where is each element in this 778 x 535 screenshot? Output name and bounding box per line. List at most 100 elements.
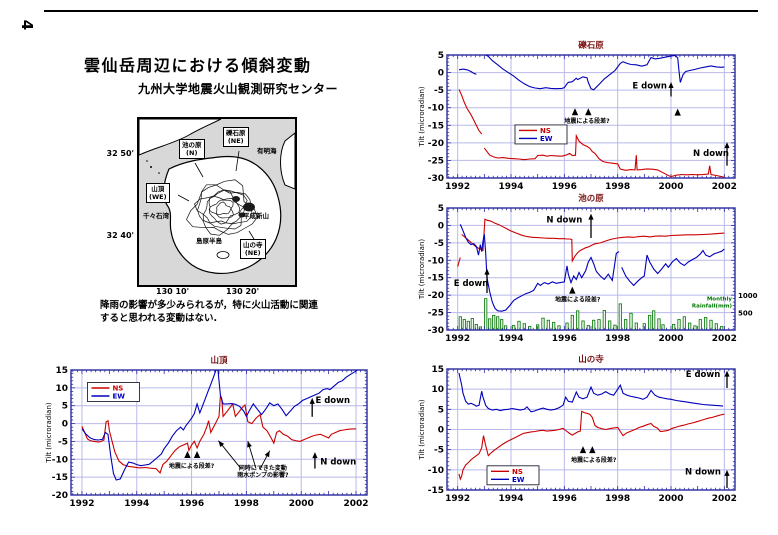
svg-text:-15: -15 (52, 473, 68, 483)
page-number: 4 (18, 19, 37, 31)
station-name: 山頂 (151, 185, 165, 193)
svg-text:1994: 1994 (498, 182, 523, 192)
svg-text:1994: 1994 (124, 499, 149, 509)
station-suffix: (N) (186, 149, 198, 157)
svg-text:2002: 2002 (712, 494, 737, 504)
station-suffix: (WE) (149, 193, 167, 201)
svg-text:地震による段差?: 地震による段差? (169, 462, 215, 470)
svg-text:E down: E down (454, 279, 489, 289)
svg-text:EW: EW (512, 476, 525, 484)
chart-rekiishibaru: 1992 1994 1996 1998 2000 2002 5 0 -5 -10 -15 -20 -25… (415, 34, 770, 198)
svg-text:Tilt (microradian): Tilt (microradian) (418, 239, 426, 301)
svg-text:0: 0 (438, 221, 444, 231)
svg-text:-30: -30 (428, 174, 444, 184)
page-title: 雲仙岳周辺における傾斜変動 (84, 56, 312, 75)
svg-text:-5: -5 (58, 437, 68, 447)
svg-text:2000: 2000 (289, 499, 314, 509)
svg-text:2002: 2002 (344, 499, 369, 509)
svg-text:5: 5 (438, 204, 444, 214)
svg-text:-20: -20 (428, 139, 444, 149)
svg-text:1992: 1992 (445, 334, 470, 344)
svg-text:Monthly: Monthly (707, 297, 733, 303)
svg-text:10: 10 (55, 384, 68, 394)
svg-text:-20: -20 (428, 291, 444, 301)
svg-text:E down: E down (686, 370, 721, 380)
svg-text:5: 5 (62, 402, 68, 412)
svg-text:NS: NS (512, 468, 523, 476)
svg-text:-20: -20 (52, 491, 68, 501)
page-subtitle: 九州大学地震火山観測研究センター (138, 82, 339, 96)
map-caption: 降雨の影響が多少みられるが，特に火山活動に関連 すると思われる変動はない. (100, 299, 385, 325)
svg-text:Tilt (microradian): Tilt (microradian) (418, 86, 426, 148)
station-suffix: (NE) (244, 249, 261, 257)
map-label-shimabara-peninsula: 島原半島 (196, 237, 222, 245)
svg-text:-25: -25 (428, 309, 444, 319)
svg-text:1996: 1996 (552, 334, 577, 344)
svg-text:山頂: 山頂 (210, 355, 228, 366)
station-name: 礫石原 (226, 129, 246, 137)
map-lon-label-left: 130 10' (156, 287, 190, 296)
svg-text:山の寺: 山の寺 (578, 354, 604, 365)
svg-text:-10: -10 (428, 104, 444, 114)
svg-text:1996: 1996 (552, 494, 577, 504)
map-label-chijiwa-bay: 千々石湾 (143, 212, 169, 220)
svg-text:1994: 1994 (498, 334, 523, 344)
svg-text:1998: 1998 (605, 182, 630, 192)
svg-text:1000: 1000 (738, 292, 758, 300)
svg-text:EW: EW (540, 135, 553, 143)
map-lon-label-right: 130 20' (226, 287, 260, 296)
svg-text:-5: -5 (434, 86, 444, 96)
svg-text:0: 0 (62, 420, 68, 430)
svg-text:-15: -15 (428, 274, 444, 284)
svg-text:NS: NS (540, 127, 551, 135)
svg-text:500: 500 (738, 310, 753, 318)
svg-text:池の原: 池の原 (578, 193, 604, 204)
svg-text:-5: -5 (434, 446, 444, 456)
tilt-chart-sancho: 1992 1994 1996 1998 2000 2002 15 10 5 0 -5 -10 -15 -2… (45, 355, 369, 509)
station-name: 山の寺 (243, 241, 263, 249)
svg-text:2002: 2002 (712, 182, 737, 192)
svg-text:同時にできた変動: 同時にできた変動 (239, 464, 287, 472)
svg-text:NS: NS (112, 385, 123, 393)
station-suffix: (NE) (227, 137, 244, 145)
map-station-box-rekiishibaru: 礫石原 (NE) (223, 127, 249, 147)
map-label-ariake-sea: 有明海 (257, 147, 277, 155)
chart-sancho: 1992 1994 1996 1998 2000 2002 15 10 5 0 -5 -10 -15 -2… (42, 352, 382, 518)
svg-text:N down: N down (546, 216, 582, 226)
svg-text:地震による段差?: 地震による段差? (571, 456, 617, 464)
svg-text:地震による段差?: 地震による段差? (555, 295, 601, 303)
svg-text:Tilt (microradian): Tilt (microradian) (418, 399, 426, 461)
svg-text:-25: -25 (428, 156, 444, 166)
svg-text:1994: 1994 (498, 494, 523, 504)
svg-text:10: 10 (431, 385, 444, 395)
chart-ikenohara: 1992 1994 1996 1998 2000 2002 5 0 -5 -10 -15 -20 -25… (415, 190, 770, 352)
svg-text:-30: -30 (428, 326, 444, 336)
map-station-box-yamanotera: 山の寺 (NE) (240, 239, 266, 259)
svg-text:EW: EW (112, 393, 125, 401)
svg-text:2000: 2000 (658, 494, 683, 504)
svg-text:1996: 1996 (179, 499, 204, 509)
tilt-chart-yamanotera: 1992 1994 1996 1998 2000 2002 15 10 5 0 -5 -10 -15 地震… (418, 354, 737, 504)
svg-text:5: 5 (438, 405, 444, 415)
svg-text:E down: E down (632, 82, 667, 92)
caption-line-1: 降雨の影響が多少みられるが，特に火山活動に関連 (100, 300, 318, 311)
svg-text:礫石原: 礫石原 (578, 40, 604, 51)
svg-text:1992: 1992 (445, 182, 470, 192)
svg-text:2000: 2000 (658, 182, 683, 192)
map-lat-label-bottom: 32 40' (106, 231, 135, 240)
svg-text:1998: 1998 (605, 334, 630, 344)
svg-text:1996: 1996 (552, 182, 577, 192)
svg-text:15: 15 (431, 365, 444, 375)
svg-text:2000: 2000 (658, 334, 683, 344)
svg-text:2002: 2002 (712, 334, 737, 344)
station-name: 池の原 (182, 141, 202, 149)
page-top-rule (44, 10, 758, 12)
svg-text:Tilt (microradian): Tilt (microradian) (45, 402, 53, 464)
svg-text:N down: N down (693, 149, 729, 159)
chart-yamanotera: 1992 1994 1996 1998 2000 2002 15 10 5 0 -5 -10 -15 地震… (415, 350, 770, 512)
svg-text:0: 0 (438, 426, 444, 436)
svg-text:N down: N down (685, 468, 721, 478)
svg-text:Rainfall(mm): Rainfall(mm) (692, 304, 733, 310)
svg-text:N down: N down (320, 457, 356, 467)
